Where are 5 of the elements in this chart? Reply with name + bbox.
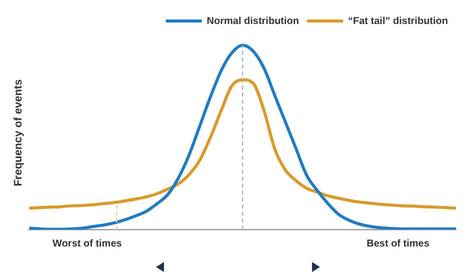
y-axis-title: Frequency of events [12, 79, 25, 186]
legend-label: “Fat tail” distribution [348, 16, 448, 27]
text: Best of times [366, 238, 430, 250]
text: Worst of times [52, 238, 122, 250]
legend-label: Normal distribution [206, 16, 300, 27]
